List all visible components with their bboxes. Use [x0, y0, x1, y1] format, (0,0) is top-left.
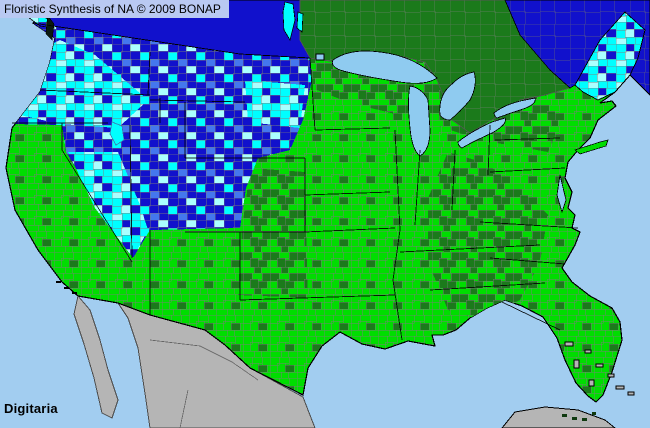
pacific-nw-cyan [20, 40, 148, 128]
state-borders [12, 22, 579, 341]
lake-huron [439, 71, 476, 121]
great-salt-lake [109, 121, 125, 146]
western-blue-region [12, 23, 312, 258]
species-name-label: Digitaria [4, 401, 58, 416]
islands [56, 139, 635, 428]
long-island [574, 139, 609, 155]
map-title: Floristic Synthesis of NA © 2009 BONAP [0, 0, 229, 18]
maine-cyan-region [574, 11, 646, 101]
manitoba-lakes [282, 1, 304, 41]
lake-superior [331, 50, 438, 84]
lake-ontario [493, 97, 536, 119]
dakotas-cyan [245, 80, 305, 128]
chesapeake-bay [556, 174, 567, 214]
bahamas [564, 341, 635, 396]
puget-sound [45, 15, 55, 41]
great-lakes [315, 50, 567, 214]
florida-keys [562, 412, 596, 421]
lake-erie [457, 117, 506, 149]
appalachia-mix [428, 152, 548, 320]
lake-of-the-woods [315, 53, 325, 61]
baja-peninsula [73, 294, 119, 419]
channel-islands [56, 281, 77, 294]
nevada-cyan [68, 152, 148, 258]
cuba [501, 406, 616, 428]
plains-mix [238, 168, 308, 298]
